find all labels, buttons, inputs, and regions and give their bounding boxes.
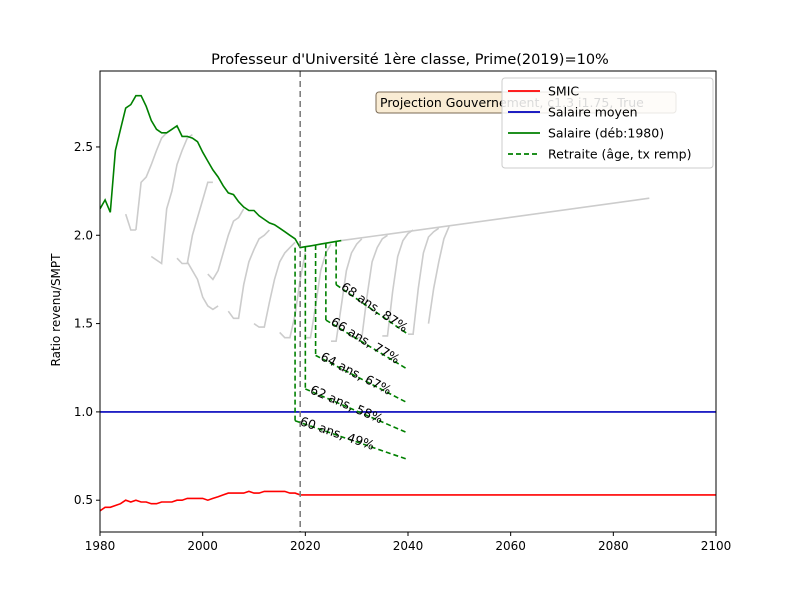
career-curve-14 — [427, 226, 450, 324]
y-axis-label: Ratio revenu/SMPT — [49, 253, 63, 367]
x-tick-label-5: 2080 — [598, 539, 629, 553]
career-curve-6 — [227, 229, 270, 320]
career-curve-8 — [279, 252, 307, 339]
legend: SMIC Salaire moyen Salaire (déb:1980) Retra… — [501, 77, 714, 169]
retraite-line-1 — [305, 388, 409, 434]
legend-label-2: Salaire (déb:1980) — [548, 126, 664, 141]
career-curve-1 — [135, 132, 168, 231]
career-curve-11 — [356, 234, 388, 339]
legend-label-0: SMIC — [548, 84, 579, 99]
retraite-line-4 — [335, 284, 409, 335]
y-tick-label-3: 2.0 — [74, 228, 93, 242]
plot-series — [100, 71, 716, 532]
x-tick-label-0: 1980 — [85, 539, 116, 553]
y-tick-label-0: 0.5 — [74, 493, 93, 507]
career-curve-15 — [341, 197, 650, 242]
chart-title: Professeur d'Université 1ère classe, Pri… — [211, 52, 609, 68]
legend-label-1: Salaire moyen — [548, 105, 638, 120]
y-tick-label-4: 2.5 — [74, 140, 93, 154]
y-tick-label-2: 1.5 — [74, 317, 93, 331]
x-tick-label-3: 2040 — [393, 539, 424, 553]
career-curve-13 — [408, 227, 440, 336]
axes: 1980 2000 2020 2040 2060 2080 2100 0.5 1.0 1.5 2.0… — [74, 70, 732, 553]
career-curve-5 — [207, 208, 245, 281]
career-curve-12 — [382, 229, 414, 337]
x-tick-label-1: 2000 — [187, 539, 218, 553]
career-curve-10 — [331, 238, 363, 343]
career-curve-2 — [150, 133, 193, 265]
x-tick-label-4: 2060 — [495, 539, 526, 553]
career-curve-0 — [124, 213, 136, 231]
x-tick-label-2: 2020 — [290, 539, 321, 553]
retraite-line-0 — [294, 419, 409, 461]
legend-label-3: Retraite (âge, tx remp) — [548, 147, 691, 162]
legend-box — [501, 77, 714, 169]
career-curve-3 — [176, 181, 213, 265]
smic-line — [100, 490, 716, 512]
career-curve-7 — [253, 241, 296, 328]
y-tick-label-1: 1.0 — [74, 405, 93, 419]
career-curve-4 — [186, 261, 219, 311]
salaire-line — [100, 94, 342, 249]
career-curve-9 — [305, 243, 332, 339]
x-tick-label-6: 2100 — [701, 539, 732, 553]
retraite-line-2 — [315, 354, 409, 404]
